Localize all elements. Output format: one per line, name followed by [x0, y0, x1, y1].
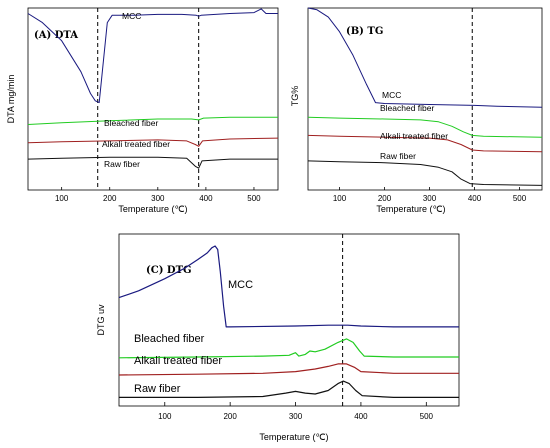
dtg-panel-label: (C) DTG	[146, 265, 192, 276]
dtg-x-tick-label-200: 200	[223, 412, 237, 421]
dta-series-label-mcc: MCC	[122, 11, 141, 21]
tg-ticks: 100 200 300 400 500	[333, 187, 527, 203]
dtg-series-line-alkali-treated-fiber	[118, 363, 459, 376]
tg-panel: (B) TG Temperature (℃) TG% 100 200 300 400 5…	[290, 7, 543, 214]
dta-series-line-alkali-treated-fiber	[27, 137, 279, 147]
dta-x-axis-title: Temperature (℃)	[118, 204, 187, 214]
dta-series-label-alkali: Alkali treated fiber	[102, 139, 170, 149]
tg-x-tick-label-500: 500	[513, 194, 527, 203]
tg-series-label-raw: Raw fiber	[380, 151, 416, 161]
dtg-x-tick-label-100: 100	[158, 412, 172, 421]
dta-series-line-mcc	[27, 8, 278, 104]
dtg-series-line-mcc	[118, 245, 459, 328]
tg-panel-label: (B) TG	[346, 26, 383, 37]
dtg-series-label-bleached: Bleached fiber	[134, 333, 205, 345]
dtg-y-axis-title: DTG uv	[96, 304, 106, 336]
dtg-x-axis-title: Temperature (℃)	[259, 432, 328, 442]
dtg-x-tick-label-500: 500	[420, 412, 434, 421]
dtg-series-label-alkali: Alkali treated fiber	[134, 355, 222, 367]
dta-y-axis-title: DTA mg/min	[6, 75, 16, 124]
dtg-series-line-raw-fiber	[119, 380, 459, 398]
dtg-series-lines	[118, 245, 459, 398]
tg-x-tick-label-100: 100	[333, 194, 347, 203]
dta-ticks: 100 200 300 400 500	[55, 187, 261, 203]
dtg-plot-frame	[118, 233, 460, 407]
dta-x-tick-label-200: 200	[103, 194, 117, 203]
tg-x-axis-title: Temperature (℃)	[376, 204, 445, 214]
dta-series-line-raw-fiber	[27, 156, 278, 169]
dta-panel: (A) DTA Temperature (℃) DTA mg/min 100 20…	[6, 7, 279, 214]
tg-series-line-alkali-treated-fiber	[307, 134, 543, 153]
dtg-ticks: 100 200 300 400 500	[158, 402, 434, 421]
dtg-series-line-bleached-fiber	[118, 338, 459, 359]
tg-series-line-raw-fiber	[307, 160, 543, 186]
tg-series-line-mcc	[307, 7, 543, 108]
dta-x-tick-label-300: 300	[151, 194, 165, 203]
tg-y-axis-title: TG%	[290, 86, 300, 107]
dta-x-tick-label-500: 500	[247, 194, 261, 203]
dta-x-tick-label-100: 100	[55, 194, 69, 203]
dta-series-line-bleached-fiber	[27, 116, 278, 125]
dtg-x-tick-label-300: 300	[289, 412, 303, 421]
dta-plot-frame	[27, 7, 279, 191]
dtg-series-label-raw: Raw fiber	[134, 383, 181, 395]
tg-x-tick-label-400: 400	[468, 194, 482, 203]
tg-x-tick-label-300: 300	[423, 194, 437, 203]
tg-plot-frame	[307, 7, 543, 191]
dta-series-label-raw: Raw fiber	[104, 159, 140, 169]
dtg-x-tick-label-400: 400	[354, 412, 368, 421]
tg-series-label-alkali: Alkali treated fiber	[380, 131, 448, 141]
dta-series-label-bleached: Bleached fiber	[104, 118, 159, 128]
dta-series-lines	[27, 8, 279, 169]
tg-x-tick-label-200: 200	[378, 194, 392, 203]
dta-reference-lines	[97, 8, 200, 190]
tg-series-lines	[307, 7, 543, 186]
dtg-panel: (C) DTG Temperature (℃) DTG uv 100 200 300…	[96, 233, 460, 442]
dtg-series-label-mcc: MCC	[228, 279, 253, 291]
tg-series-label-bleached: Bleached fiber	[380, 103, 435, 113]
tg-series-label-mcc: MCC	[382, 90, 401, 100]
tg-series-line-bleached-fiber	[307, 116, 543, 138]
dta-x-tick-label-400: 400	[199, 194, 213, 203]
